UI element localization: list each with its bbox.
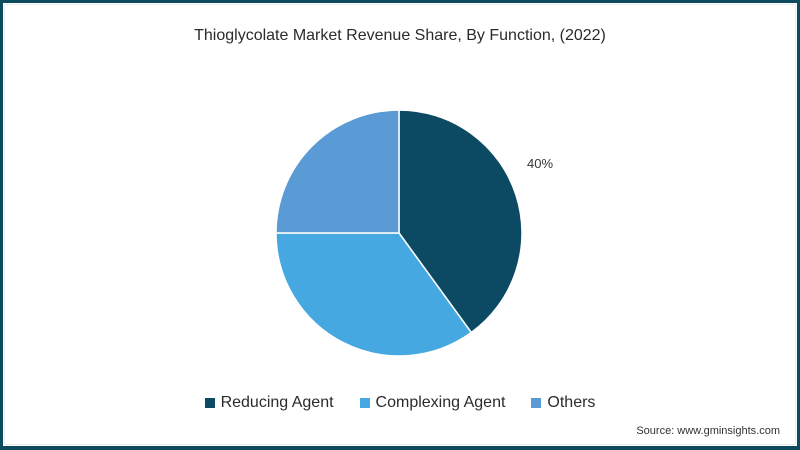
legend-swatch-complexing-agent [359,398,370,408]
slice-label-reducing-agent: 40% [527,156,554,171]
legend-swatch-others [531,398,542,408]
frame-inner-border [4,4,796,445]
slice-reducing-agent[interactable] [398,109,523,334]
legend-label: Complexing Agent [375,394,506,411]
legend-label: Reducing Agent [220,394,334,411]
legend: Reducing Agent Complexing Agent Others [0,394,800,412]
legend-swatch-reducing-agent [204,398,215,408]
legend-item-complexing-agent[interactable]: Complexing Agent [359,394,506,412]
slice-others[interactable] [275,109,400,234]
slice-complexing-agent[interactable] [275,232,473,357]
source-credit: Source: www.gminsights.com [636,425,780,437]
legend-item-reducing-agent[interactable]: Reducing Agent [204,394,334,412]
chart-title: Thioglycolate Market Revenue Share, By F… [194,27,606,44]
legend-label: Others [547,394,596,411]
legend-item-others[interactable]: Others [531,394,595,412]
